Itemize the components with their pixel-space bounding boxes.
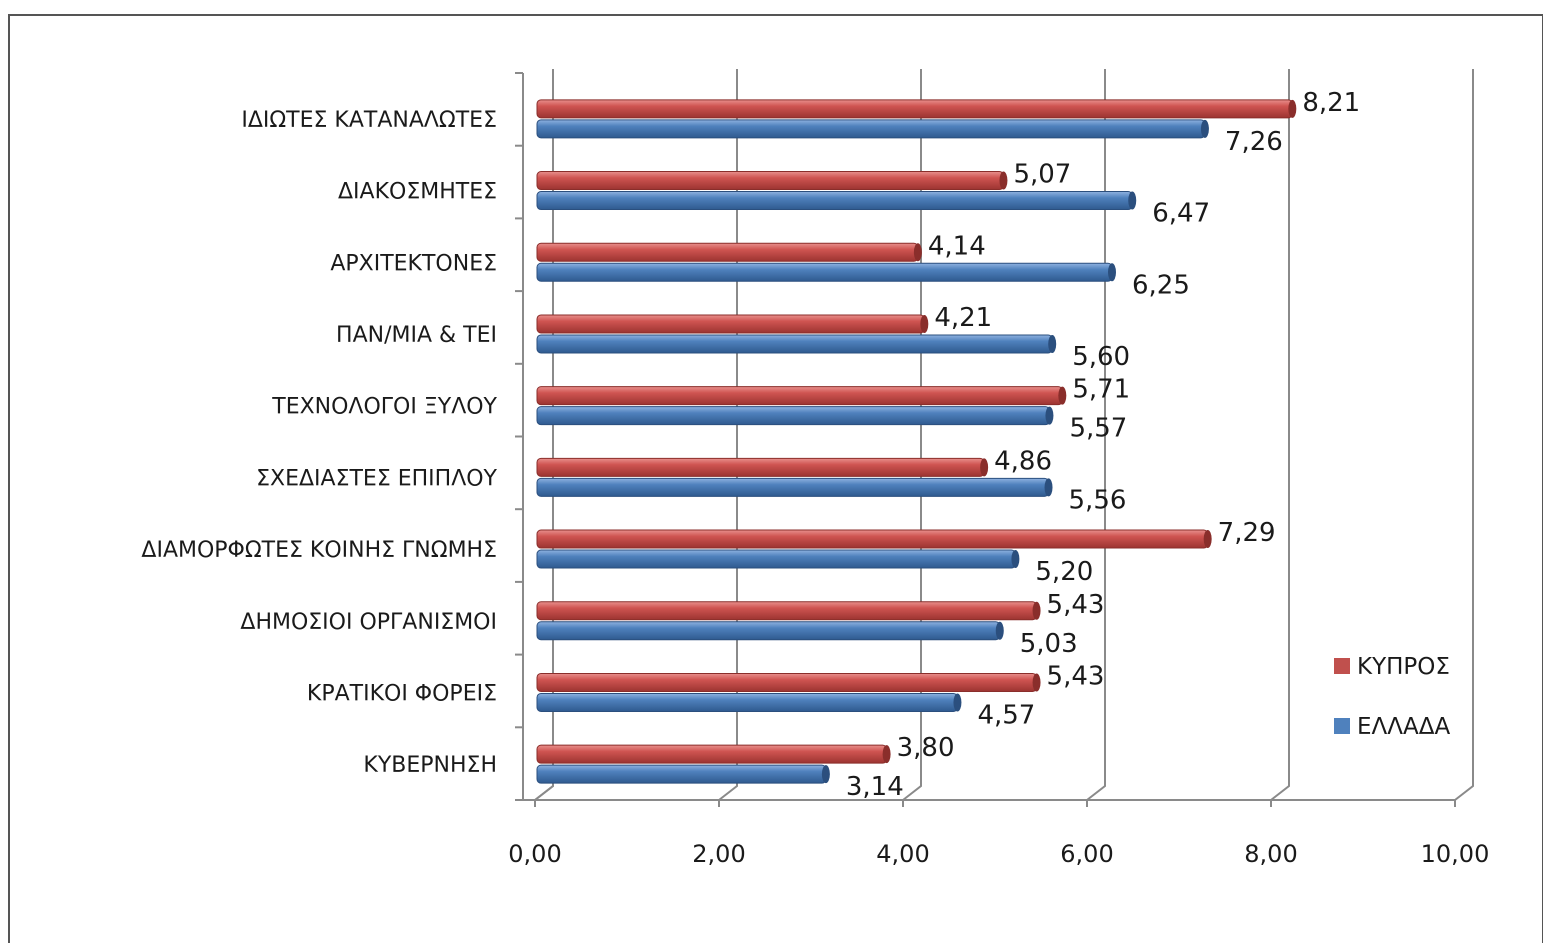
data-label: 5,20 <box>1035 557 1093 587</box>
gridline <box>902 69 922 801</box>
bar-kypros <box>536 672 1038 692</box>
bar-end-cap <box>1032 601 1041 620</box>
bar-kypros <box>536 529 1209 549</box>
data-label: 5,71 <box>1072 375 1130 405</box>
bar-end-cap <box>913 243 922 262</box>
legend-label: ΚΥΠΡΟΣ <box>1357 654 1450 680</box>
category-label: ΚΥΒΕΡΝΗΣΗ <box>363 753 497 778</box>
bar-kypros <box>536 457 985 477</box>
bar-ellada <box>536 692 958 712</box>
data-label: 6,47 <box>1152 199 1210 229</box>
bar-kypros <box>536 386 1063 406</box>
bar-kypros <box>536 171 1004 191</box>
bar-kypros <box>536 242 919 262</box>
data-label: 7,26 <box>1225 127 1283 157</box>
bar-end-cap <box>1044 478 1053 497</box>
bar-end-cap <box>1200 119 1209 138</box>
data-label: 7,29 <box>1218 518 1276 548</box>
category-label: ΔΙΑΜΟΡΦΩΤΕΣ ΚΟΙΝΗΣ ΓΝΩΜΗΣ <box>141 538 497 563</box>
x-tick-label: 0,00 <box>508 840 561 868</box>
category-label: ΚΡΑΤΙΚΟΙ ΦΟΡΕΙΣ <box>307 681 497 706</box>
data-label: 5,43 <box>1047 590 1105 620</box>
x-tick-label: 6,00 <box>1060 840 1113 868</box>
data-label: 5,03 <box>1020 629 1078 659</box>
data-label: 3,14 <box>846 772 904 802</box>
chart-border <box>8 14 1543 943</box>
bar-end-cap <box>1108 263 1116 282</box>
data-label: 4,14 <box>928 231 986 261</box>
gridline <box>1454 69 1474 801</box>
gridline <box>1270 69 1290 801</box>
data-label: 5,60 <box>1072 342 1130 372</box>
bar-end-cap <box>999 171 1008 190</box>
category-label: ΣΧΕΔΙΑΣΤΕΣ ΕΠΙΠΛΟΥ <box>256 466 497 491</box>
bar-end-cap <box>1045 406 1054 425</box>
category-label: ΔΗΜΟΣΙΟΙ ΟΡΓΑΝΙΣΜΟΙ <box>240 610 497 635</box>
bar-ellada <box>536 334 1053 354</box>
data-label: 5,56 <box>1069 485 1127 515</box>
bar-ellada <box>536 621 1001 641</box>
bar-ellada <box>536 119 1206 139</box>
category-label: ΔΙΑΚΟΣΜΗΤΕΣ <box>338 180 497 205</box>
bar-kypros <box>536 99 1293 119</box>
bar-end-cap <box>882 745 891 764</box>
bar-ellada <box>536 549 1016 569</box>
bar-end-cap <box>953 693 962 712</box>
gridline <box>718 69 738 801</box>
data-label: 5,07 <box>1013 160 1071 190</box>
category-label: ΑΡΧΙΤΕΚΤΟΝΕΣ <box>330 251 497 276</box>
bar-ellada <box>536 191 1133 211</box>
bar-kypros <box>536 601 1038 621</box>
legend-label: ΕΛΛΑΔΑ <box>1357 714 1450 740</box>
data-label: 4,21 <box>934 303 992 333</box>
category-label: ΤΕΧΝΟΛΟΓΟΙ ΞΥΛΟΥ <box>271 395 497 420</box>
bar-end-cap <box>1048 334 1057 353</box>
bar-end-cap <box>1032 673 1041 692</box>
bar-ellada <box>536 477 1050 497</box>
bar-end-cap <box>980 458 989 477</box>
bar-ellada <box>536 262 1113 282</box>
x-tick-label: 4,00 <box>876 840 929 868</box>
x-tick-label: 10,00 <box>1421 840 1490 868</box>
data-label: 5,43 <box>1047 661 1105 691</box>
data-label: 3,80 <box>897 733 955 763</box>
data-label: 4,57 <box>977 700 1035 730</box>
bar-ellada <box>536 764 827 784</box>
bar-end-cap <box>1011 550 1020 569</box>
bar-end-cap <box>1288 99 1297 118</box>
legend-swatch-ellada <box>1334 718 1350 734</box>
category-axis-wall <box>534 69 554 801</box>
x-tick-label: 8,00 <box>1244 840 1297 868</box>
data-label: 8,21 <box>1302 88 1360 118</box>
bar-end-cap <box>1203 530 1212 549</box>
data-label: 6,25 <box>1132 270 1190 300</box>
x-tick-label: 2,00 <box>692 840 745 868</box>
category-label: ΠΑΝ/ΜΙΑ & ΤΕΙ <box>336 323 497 348</box>
bar-ellada <box>536 406 1050 426</box>
bar-end-cap <box>1128 191 1137 210</box>
bar-kypros <box>536 744 888 764</box>
bar-kypros <box>536 314 925 334</box>
bar-end-cap <box>995 621 1004 640</box>
legend-swatch-kypros <box>1334 658 1350 674</box>
category-label: ΙΔΙΩΤΕΣ ΚΑΤΑΝΑΛΩΤΕΣ <box>241 108 497 133</box>
bar-end-cap <box>920 314 929 333</box>
bar-end-cap <box>1058 386 1067 405</box>
data-label: 4,86 <box>994 446 1052 476</box>
data-label: 5,57 <box>1069 414 1127 444</box>
gridline <box>1086 69 1106 801</box>
bar-end-cap <box>821 765 830 784</box>
